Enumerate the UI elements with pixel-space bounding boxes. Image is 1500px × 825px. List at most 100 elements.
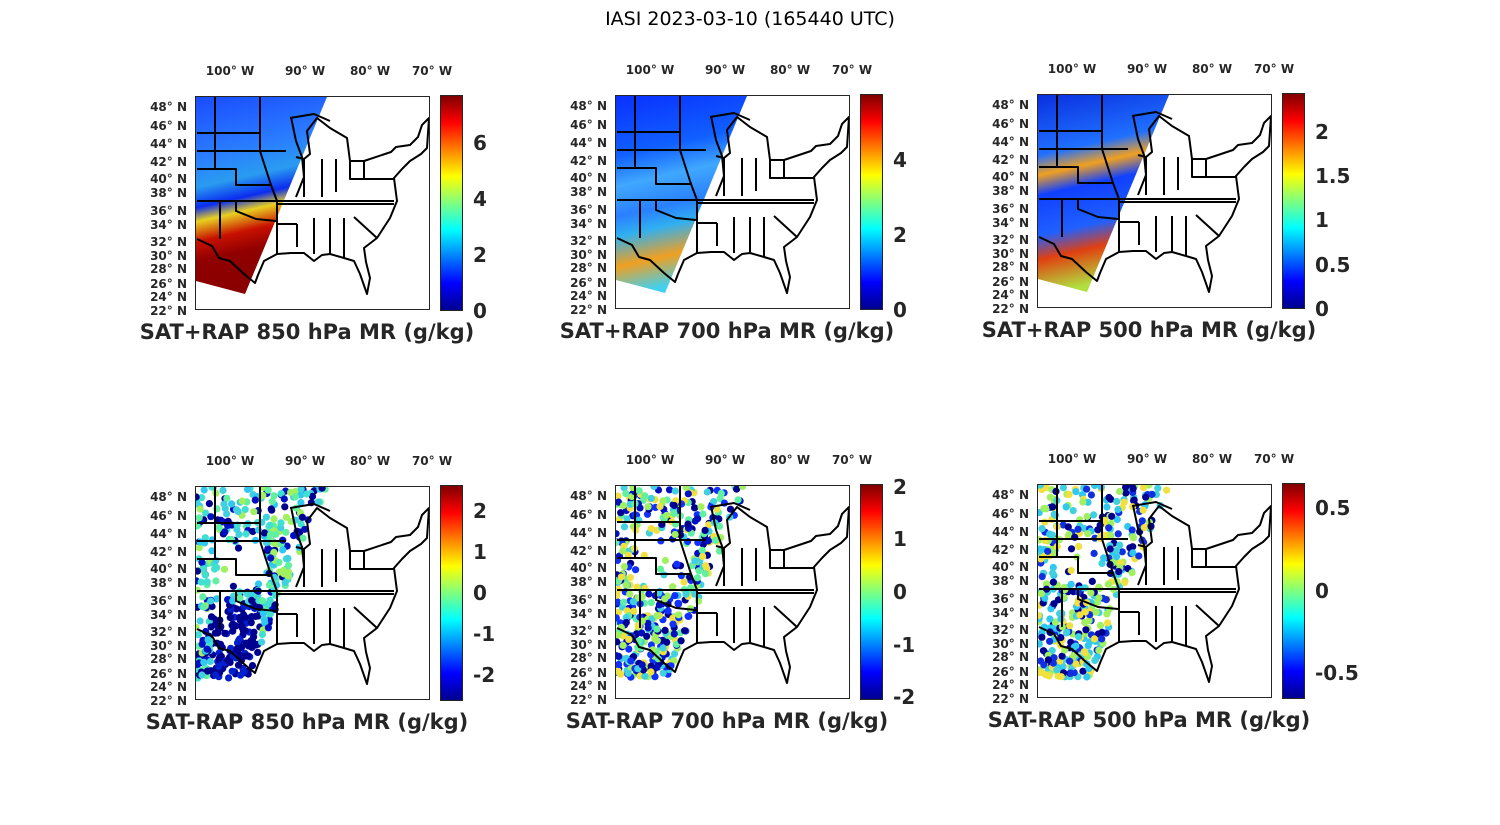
observation-point [694, 515, 702, 523]
latitude-label: 24° N [150, 680, 187, 694]
latitude-label: 34° N [150, 608, 187, 622]
observation-point [622, 581, 630, 589]
observation-point [1129, 543, 1137, 551]
observation-point [1044, 547, 1052, 555]
observation-point [267, 554, 275, 562]
observation-point [238, 624, 246, 632]
latitude-label: 26° N [570, 276, 607, 290]
observation-point [207, 623, 215, 631]
observation-point [199, 565, 207, 573]
map-plot [196, 487, 429, 685]
observation-point [250, 628, 258, 636]
colorbar [440, 95, 463, 311]
observation-point [1115, 568, 1123, 576]
colorbar-tick-label: 2 [473, 499, 487, 524]
colorbar [1282, 483, 1305, 699]
map-axes [615, 485, 850, 699]
observation-point [223, 510, 231, 518]
observation-point [215, 625, 223, 633]
observation-point [616, 598, 621, 606]
observation-point [208, 487, 216, 491]
observation-point [1081, 619, 1089, 627]
observation-point [633, 583, 641, 591]
colorbar-tick-label: 1 [1315, 208, 1329, 233]
observation-point [663, 511, 671, 519]
observation-point [251, 496, 259, 504]
observation-point [624, 551, 632, 559]
observation-point [617, 509, 625, 517]
longitude-label: 100° W [205, 454, 255, 468]
observation-point [244, 642, 252, 650]
observation-point [1118, 548, 1126, 556]
observation-point [1095, 646, 1103, 654]
observation-point [1066, 622, 1074, 630]
observation-point [1098, 628, 1106, 636]
observation-point [701, 526, 709, 534]
observation-point [220, 565, 229, 573]
observation-point [240, 668, 248, 676]
observation-point [1063, 628, 1071, 636]
latitude-label: 38° N [992, 184, 1029, 198]
observation-point [291, 487, 299, 496]
map-plot [1038, 95, 1271, 293]
latitude-label: 48° N [992, 488, 1029, 502]
colorbar-tick-label: 6 [473, 131, 487, 156]
retrieval-swath [196, 97, 327, 294]
latitude-label: 32° N [570, 624, 607, 638]
latitude-label: 26° N [992, 665, 1029, 679]
observation-point [616, 652, 623, 660]
observation-point [620, 563, 628, 571]
observation-point [616, 591, 621, 599]
observation-point [671, 530, 679, 539]
observation-point [215, 654, 223, 662]
observation-point [200, 658, 208, 666]
longitude-label: 90° W [704, 453, 746, 467]
observation-point [303, 490, 311, 498]
observation-point [280, 495, 288, 503]
longitude-label: 100° W [1047, 452, 1097, 466]
panel-title: SAT-RAP 500 hPa MR (g/kg) [987, 708, 1311, 732]
observation-point [291, 493, 299, 501]
panel-title: SAT+RAP 500 hPa MR (g/kg) [981, 318, 1317, 342]
observation-point [198, 494, 206, 502]
observation-point [196, 660, 201, 668]
map-axes [195, 486, 430, 700]
observation-point [677, 637, 685, 645]
observation-point [275, 558, 283, 566]
observation-point [669, 614, 677, 622]
observation-point [254, 648, 262, 656]
observation-point [234, 661, 243, 669]
observation-point [625, 635, 633, 643]
observation-point [681, 627, 689, 635]
observation-point [198, 671, 206, 679]
colorbar-tick-label: 0 [473, 581, 487, 605]
observation-point [635, 487, 643, 495]
observation-point [196, 493, 200, 501]
observation-point [228, 667, 236, 675]
observation-point [196, 505, 204, 513]
latitude-label: 40° N [570, 561, 607, 575]
panel-title: SAT+RAP 850 hPa MR (g/kg) [139, 320, 475, 344]
observation-point [1088, 577, 1096, 585]
longitude-label: 70° W [411, 454, 453, 468]
observation-point [1075, 542, 1083, 551]
observation-point [1082, 626, 1090, 634]
observation-point [1064, 523, 1072, 531]
observation-point [1139, 506, 1147, 514]
observation-point [260, 529, 269, 537]
colorbar-tick-label: 4 [473, 187, 487, 212]
observation-point [207, 613, 216, 621]
colorbar [860, 94, 883, 310]
observation-point [699, 510, 707, 518]
colorbar-tick-label: 0.5 [1315, 252, 1351, 277]
observation-point [670, 630, 678, 638]
observation-point [301, 525, 309, 533]
observation-point [247, 619, 255, 627]
observation-point [626, 574, 634, 582]
observation-point [1072, 660, 1080, 668]
latitude-label: 22° N [150, 694, 187, 708]
observation-point [297, 520, 305, 528]
observation-point [1105, 493, 1113, 502]
latitude-label: 24° N [150, 290, 187, 304]
latitude-label: 24° N [570, 289, 607, 303]
